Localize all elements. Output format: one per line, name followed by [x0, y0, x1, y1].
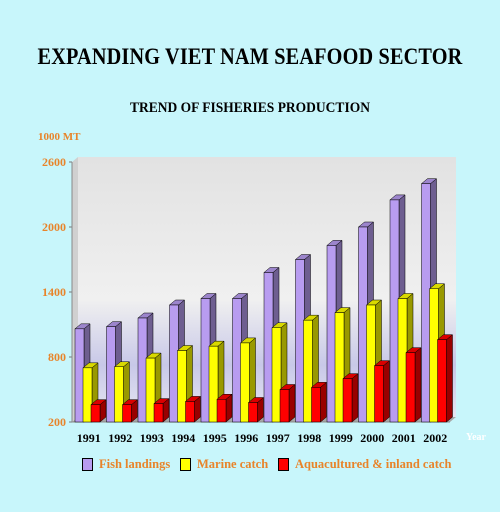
x-tick-label: 2002: [423, 431, 447, 445]
y-tick-label: 800: [48, 350, 66, 364]
x-tick-label: 2001: [392, 431, 416, 445]
bar: [232, 298, 242, 423]
bar: [169, 304, 179, 423]
legend-item-aquacultured: Aquacultured & inland catch: [278, 457, 451, 472]
bar: [374, 365, 384, 423]
legend-swatch-fish-landings: [82, 458, 93, 471]
legend-item-fish-landings: Fish landings: [82, 457, 170, 472]
x-tick-label: 1995: [203, 431, 227, 445]
y-tick-label: 2000: [42, 220, 66, 234]
bar: [106, 326, 116, 423]
bar: [311, 387, 321, 423]
bar: [295, 259, 305, 423]
bar: [122, 404, 132, 423]
bar: [342, 378, 353, 423]
bar: [279, 389, 290, 423]
x-tick-label: 1991: [77, 431, 101, 445]
y-tick-label: 200: [48, 415, 66, 429]
x-tick-label: 1997: [266, 431, 290, 445]
chart-subtitle: TREND OF FISHERIES PRODUCTION: [130, 100, 370, 116]
bar: [366, 304, 376, 423]
bar: [153, 403, 164, 423]
bar-side: [288, 383, 296, 423]
bar: [177, 350, 187, 423]
bar: [248, 402, 258, 423]
bar: [137, 317, 148, 423]
x-tick-label: 1993: [140, 431, 164, 445]
bar-side: [383, 360, 390, 423]
bar: [437, 339, 447, 423]
bar: [74, 328, 85, 423]
bar: [421, 183, 431, 423]
bar: [185, 401, 195, 423]
bar: [200, 298, 211, 423]
legend-label-fish-landings: Fish landings: [99, 457, 171, 471]
bar-side: [446, 334, 453, 423]
legend-swatch-aquacultured: [278, 458, 289, 471]
bar: [389, 199, 400, 423]
bar: [114, 366, 124, 423]
bar: [216, 399, 227, 423]
y-tick-label: 2600: [42, 155, 66, 169]
y-axis-unit-label: 1000 MT: [38, 131, 81, 143]
legend-label-aquacultured: Aquacultured & inland catch: [295, 457, 452, 471]
bar: [271, 327, 282, 423]
bar: [397, 298, 408, 423]
x-tick-label: 1998: [297, 431, 321, 445]
x-axis-label: Year: [466, 432, 486, 443]
bar: [334, 312, 345, 423]
bar: [358, 226, 368, 423]
bar: [240, 342, 250, 423]
bar: [429, 288, 439, 423]
bar-side: [414, 347, 422, 423]
bar-side: [351, 373, 359, 423]
bar: [145, 357, 156, 423]
x-tick-label: 1994: [171, 431, 195, 445]
bar: [208, 345, 219, 423]
legend-item-marine-catch: Marine catch: [180, 457, 268, 472]
bar: [90, 404, 101, 423]
legend-label-marine-catch: Marine catch: [197, 457, 269, 471]
x-tick-label: 1996: [234, 431, 258, 445]
bar: [405, 352, 416, 423]
x-tick-label: 1992: [108, 431, 132, 445]
y-tick-label: 1400: [42, 285, 66, 299]
chart-title: EXPANDING VIET NAM SEAFOOD SECTOR: [37, 44, 463, 69]
bar: [82, 367, 93, 423]
x-tick-label: 1999: [329, 431, 353, 445]
x-tick-label: 2000: [360, 431, 384, 445]
bar: [326, 245, 337, 423]
legend-swatch-marine-catch: [180, 458, 191, 471]
bar-side: [320, 381, 327, 423]
bar: [303, 319, 313, 423]
bar: [263, 272, 274, 423]
